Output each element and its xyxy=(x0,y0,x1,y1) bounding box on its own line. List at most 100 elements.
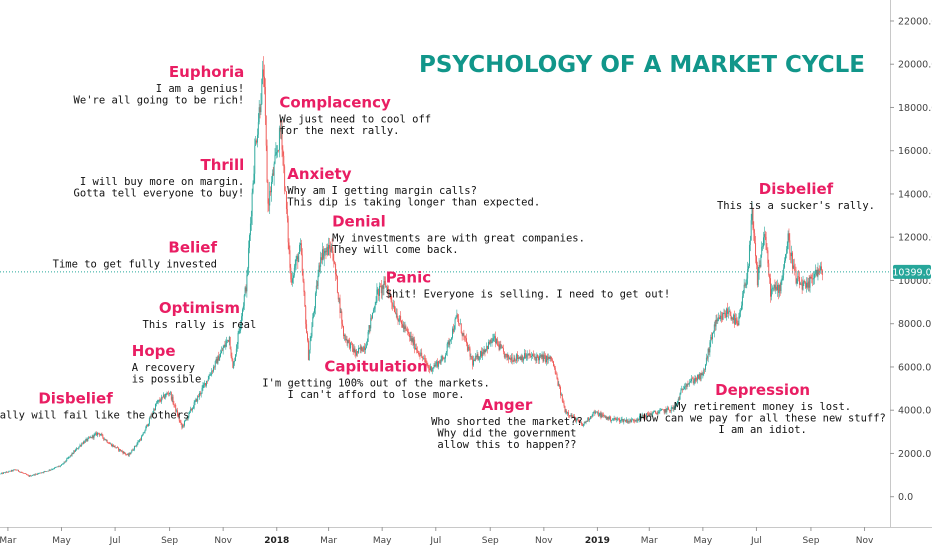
candle-body xyxy=(462,333,464,336)
time-axis[interactable]: Mar May Jul Sep Nov 2018 Mar May Jul Sep Nov 2019 Ma… xyxy=(0,527,932,546)
candle-body xyxy=(382,285,384,289)
stage-quote: I'm getting 100% out of the markets. xyxy=(262,377,490,389)
candle-body xyxy=(513,357,515,362)
candle-body xyxy=(821,266,822,271)
candle-body xyxy=(767,250,769,264)
candle-body xyxy=(281,127,283,150)
candle-body xyxy=(144,430,146,433)
candle-body xyxy=(711,337,713,340)
candle-body xyxy=(239,328,241,332)
candle-body xyxy=(70,455,72,456)
candle-body xyxy=(210,374,212,375)
stage-name: Hope xyxy=(132,342,176,360)
price-tick-label: 16000.0 xyxy=(898,146,932,157)
candle-body xyxy=(602,414,604,416)
candle-body xyxy=(750,220,752,241)
candle-body xyxy=(490,339,492,343)
candle-body xyxy=(156,402,158,404)
candle-body xyxy=(505,353,507,355)
candle-body xyxy=(538,356,540,361)
candle-body xyxy=(455,317,457,320)
candle-body xyxy=(200,392,202,395)
candle-body xyxy=(61,463,63,465)
candle-body xyxy=(433,364,435,368)
candle-body xyxy=(238,331,240,333)
candle-body xyxy=(808,281,810,288)
candle-body xyxy=(186,418,188,420)
candle-body xyxy=(589,416,591,420)
candle-body xyxy=(654,411,656,413)
candle-body xyxy=(581,422,583,425)
candle-body xyxy=(379,285,380,296)
candle-body xyxy=(508,354,510,360)
candle-body xyxy=(516,354,518,361)
candle-body xyxy=(6,471,8,473)
candle-body xyxy=(19,471,21,473)
candle-body xyxy=(149,417,151,419)
candle-body xyxy=(338,298,340,300)
candle-body xyxy=(547,356,549,361)
candle-body xyxy=(192,407,194,409)
candle-body xyxy=(528,353,530,356)
stage-quote: I can't afford to lose more. xyxy=(288,389,465,401)
candle-body xyxy=(689,382,691,384)
candle-body xyxy=(15,469,17,471)
candle-body xyxy=(606,416,608,420)
candle-body xyxy=(148,417,150,424)
candle-body xyxy=(422,356,424,359)
candle-body xyxy=(473,359,475,362)
candle-body xyxy=(450,339,452,341)
candle-body xyxy=(57,466,59,468)
candle-body xyxy=(608,417,610,420)
candle-body xyxy=(108,443,110,444)
candle-body xyxy=(309,340,311,350)
candle-body xyxy=(571,414,573,418)
candle-body xyxy=(213,366,214,372)
candle-body xyxy=(141,436,142,441)
candle-body xyxy=(327,246,329,255)
candle-body xyxy=(644,415,646,417)
candle-body xyxy=(643,415,645,418)
candle-body xyxy=(177,415,179,417)
candle-body xyxy=(520,356,522,361)
stage-quote: Gotta tell everyone to buy! xyxy=(74,188,245,200)
candle-body xyxy=(633,420,635,422)
candle-body xyxy=(740,310,742,313)
candle-body xyxy=(184,419,186,421)
candle-body xyxy=(712,331,714,333)
candle-body xyxy=(629,419,631,422)
candle-body xyxy=(199,392,201,395)
candle-body xyxy=(17,469,19,471)
candle-body xyxy=(118,447,120,451)
candle-body xyxy=(785,252,787,255)
price-axis[interactable]: 0.0 2000.0 4000.0 6000.0 8000.0 10000.0 12000.… xyxy=(890,0,932,527)
candle-body xyxy=(311,326,313,337)
candle-body xyxy=(369,325,371,329)
candle-body xyxy=(48,469,50,471)
candle-body xyxy=(760,254,762,267)
candle-body xyxy=(430,366,432,372)
candle-body xyxy=(271,181,272,193)
candle-body xyxy=(821,270,823,275)
candle-body xyxy=(307,340,309,361)
candlestick-series[interactable] xyxy=(0,56,823,477)
candle-body xyxy=(134,445,136,447)
candle-body xyxy=(702,374,704,376)
candle-body xyxy=(270,190,272,193)
candle-body xyxy=(534,356,536,358)
candle-body xyxy=(306,324,308,334)
candle-body xyxy=(87,438,89,441)
candle-body xyxy=(594,411,596,414)
candle-body xyxy=(241,316,243,324)
candle-body xyxy=(375,301,377,305)
candle-body xyxy=(541,354,543,358)
candle-body xyxy=(403,324,405,330)
candle-body xyxy=(640,415,641,418)
candle-body xyxy=(351,343,353,348)
candle-body xyxy=(167,393,169,395)
candle-body xyxy=(635,420,637,421)
candle-body xyxy=(170,392,172,400)
stage-quote: Why am I getting margin calls? xyxy=(287,185,477,197)
candle-body xyxy=(797,276,799,280)
candle-body xyxy=(129,453,131,455)
